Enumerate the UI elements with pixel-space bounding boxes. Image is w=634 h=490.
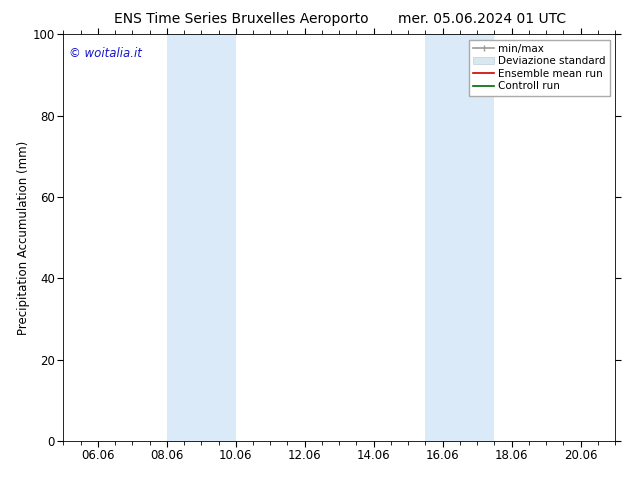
Y-axis label: Precipitation Accumulation (mm): Precipitation Accumulation (mm) xyxy=(17,141,30,335)
Text: ENS Time Series Bruxelles Aeroporto: ENS Time Series Bruxelles Aeroporto xyxy=(113,12,368,26)
Bar xyxy=(425,34,495,441)
Legend: min/max, Deviazione standard, Ensemble mean run, Controll run: min/max, Deviazione standard, Ensemble m… xyxy=(469,40,610,96)
Text: © woitalia.it: © woitalia.it xyxy=(69,47,142,59)
Bar xyxy=(167,34,236,441)
Text: mer. 05.06.2024 01 UTC: mer. 05.06.2024 01 UTC xyxy=(398,12,566,26)
